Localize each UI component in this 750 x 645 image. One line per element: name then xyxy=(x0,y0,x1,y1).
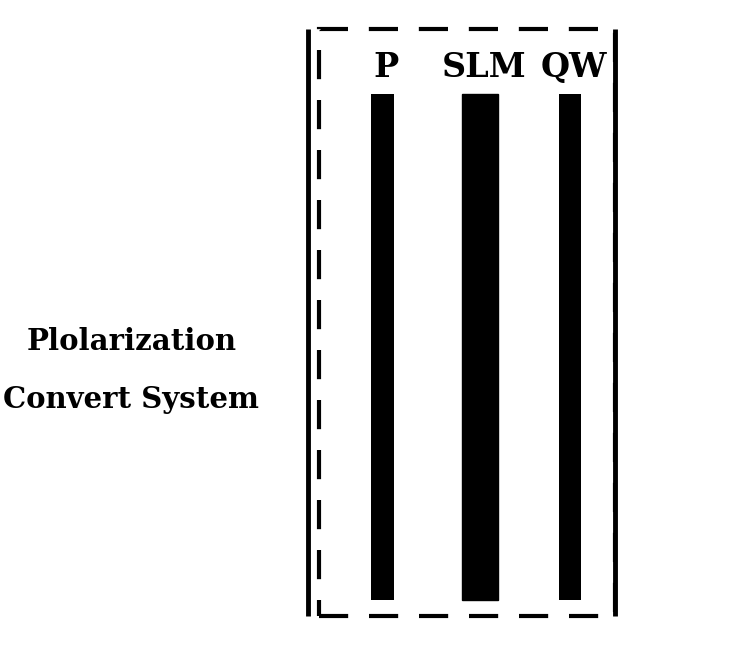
Text: Convert System: Convert System xyxy=(3,386,260,414)
Bar xyxy=(559,94,581,600)
Text: Plolarization: Plolarization xyxy=(26,328,236,356)
Bar xyxy=(371,94,394,600)
Text: P: P xyxy=(374,51,399,84)
Bar xyxy=(319,29,615,616)
Bar xyxy=(462,94,498,600)
Text: SLM: SLM xyxy=(441,51,526,84)
Text: QW: QW xyxy=(541,51,607,84)
